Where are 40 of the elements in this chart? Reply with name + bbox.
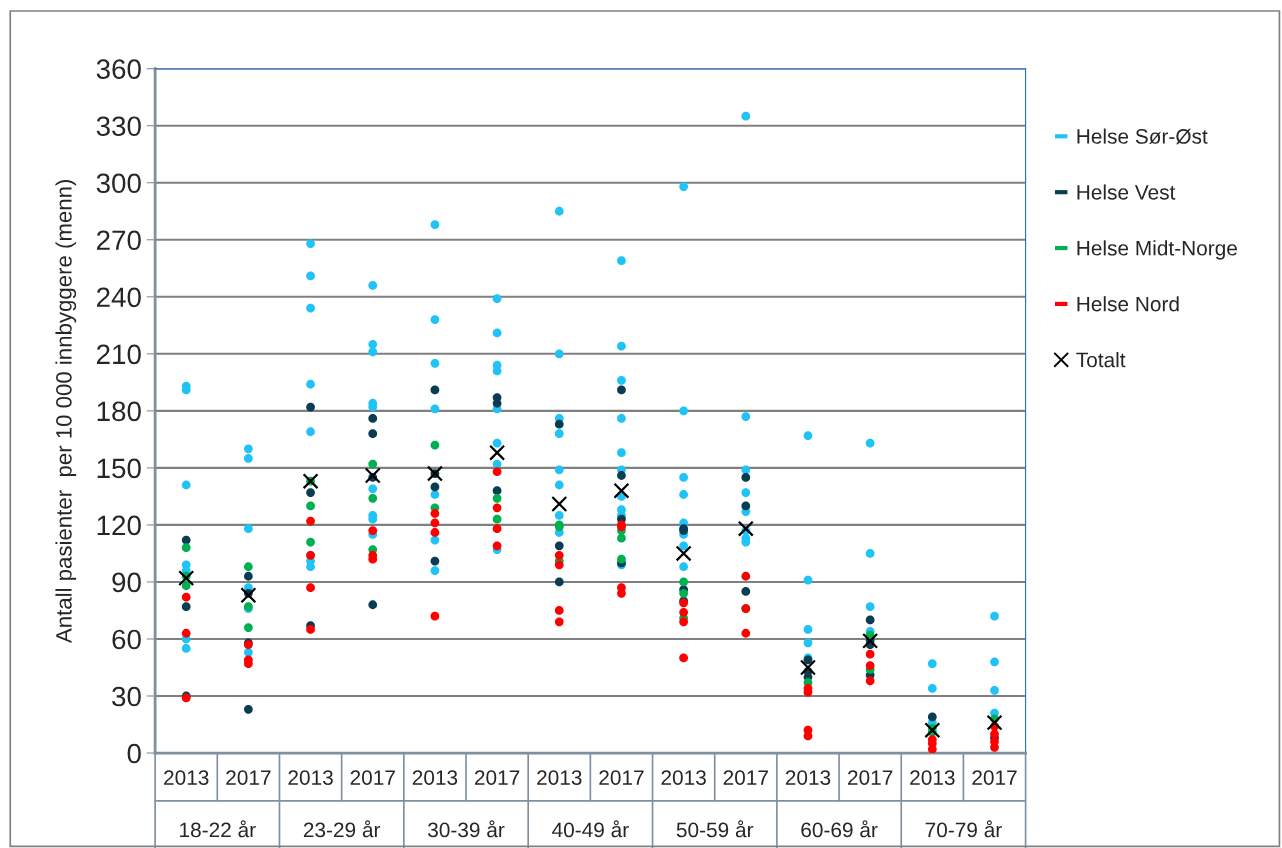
y-tick-label: 30 <box>112 686 141 707</box>
x-tick-label: 2013 <box>785 770 831 785</box>
text: 50-59 år <box>676 820 754 838</box>
y-tick-label: 360 <box>96 59 141 80</box>
y-tick-label: 210 <box>96 344 141 365</box>
x-tick-label: 2013 <box>910 770 955 785</box>
y-tick-label: 90 <box>112 572 141 593</box>
x-tick-label: 2017 <box>723 770 768 785</box>
y-tick-label: 330 <box>96 116 141 137</box>
y-axis-title: Antall pasienter per 10 000 innbyggere (menn) <box>55 179 77 644</box>
legend-label: Helse Sør-Øst <box>1077 128 1208 145</box>
x-tick-label: 2013 <box>661 770 706 785</box>
y-tick-label: 0 <box>127 743 141 764</box>
y-tick-label: 180 <box>97 401 141 422</box>
x-tick-label: 2017 <box>350 770 395 785</box>
x-tick-label: 2013 <box>288 770 333 785</box>
y-tick-label: 240 <box>96 287 141 308</box>
text: 30-39 år <box>428 820 505 838</box>
text: 40-49 år <box>552 820 629 838</box>
y-tick-label: 60 <box>112 629 141 650</box>
x-tick-label: 2017 <box>599 770 644 785</box>
x-tick-label: 2017 <box>226 770 271 785</box>
legend-label: Helse Midt-Norge <box>1077 240 1237 260</box>
x-tick-label: 2013 <box>412 770 458 785</box>
text: 23-29 år <box>303 820 381 838</box>
x-tick-label: 2013 <box>537 770 582 785</box>
legend-label: Totalt <box>1076 352 1126 368</box>
text: 60-69 år <box>801 820 878 838</box>
y-tick-label: 150 <box>97 458 141 479</box>
legend-label: Helse Nord <box>1077 296 1179 312</box>
y-tick-label: 270 <box>96 230 141 251</box>
y-tick-label: 300 <box>96 173 141 194</box>
x-tick-label: 2013 <box>164 770 209 785</box>
y-tick-label: 120 <box>97 515 141 536</box>
x-tick-label: 2017 <box>848 770 893 785</box>
text: 18-22 år <box>180 820 256 838</box>
x-tick-label: 2017 <box>474 770 520 785</box>
text: 70-79 år <box>925 820 1002 838</box>
legend-label: Helse Vest <box>1077 184 1176 200</box>
x-tick-label: 2017 <box>972 770 1017 785</box>
